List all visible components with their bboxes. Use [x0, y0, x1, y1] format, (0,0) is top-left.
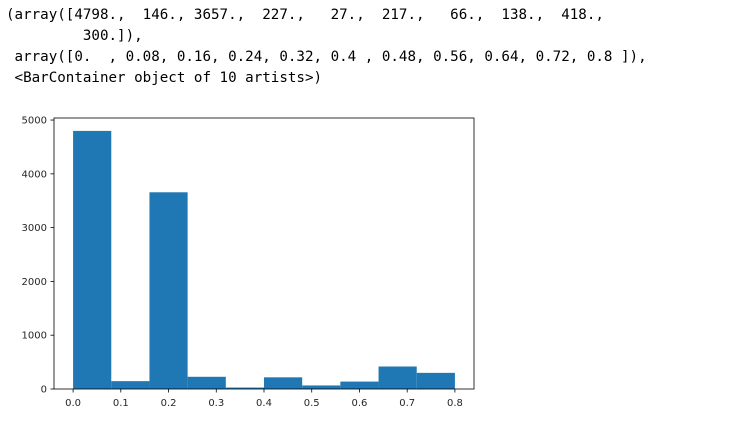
output-line-3: array([0. , 0.08, 0.16, 0.24, 0.32, 0.4 … [6, 49, 647, 65]
chart-axes: 0.0 0.1 0.2 0.3 0.4 0.5 0.6 0.7 0.8 0 1000 2000 3000… [22, 116, 475, 409]
y-tick-label: 4000 [22, 169, 47, 180]
histogram-bar-0 [73, 130, 112, 389]
x-tick-label: 0.2 [161, 398, 177, 409]
y-tick-label: 5000 [22, 116, 47, 127]
histogram-bar-3 [187, 376, 226, 389]
x-tick-label: 0.6 [352, 398, 368, 409]
x-tick-label: 0.3 [208, 398, 224, 409]
output-line-1: (array([4798., 146., 3657., 227., 27., 2… [6, 7, 604, 23]
cell-output-text: (array([4798., 146., 3657., 227., 27., 2… [6, 5, 647, 89]
plot-frame [53, 117, 475, 390]
output-line-4: <BarContainer object of 10 artists>) [6, 70, 323, 86]
histogram-bar-6 [302, 385, 341, 389]
histogram-bar-8 [378, 366, 417, 389]
histogram-bar-4 [225, 387, 264, 389]
x-tick-label: 0.0 [65, 398, 81, 409]
histogram-bar-1 [111, 381, 150, 389]
histogram-bar-7 [340, 381, 379, 389]
histogram-bar-2 [149, 192, 188, 389]
output-line-2: 300.]), [6, 28, 143, 44]
x-tick-label: 0.7 [399, 398, 415, 409]
y-tick-label: 0 [41, 385, 47, 396]
histogram-bars [73, 130, 455, 389]
y-tick-label: 2000 [22, 277, 47, 288]
histogram-bar-9 [416, 372, 455, 389]
x-tick-label: 0.1 [113, 398, 129, 409]
y-tick-label: 3000 [22, 223, 47, 234]
x-tick-label: 0.4 [256, 398, 272, 409]
histogram-bar-5 [264, 377, 303, 389]
x-tick-label: 0.8 [447, 398, 463, 409]
x-tick-label: 0.5 [304, 398, 320, 409]
y-tick-label: 1000 [22, 331, 47, 342]
